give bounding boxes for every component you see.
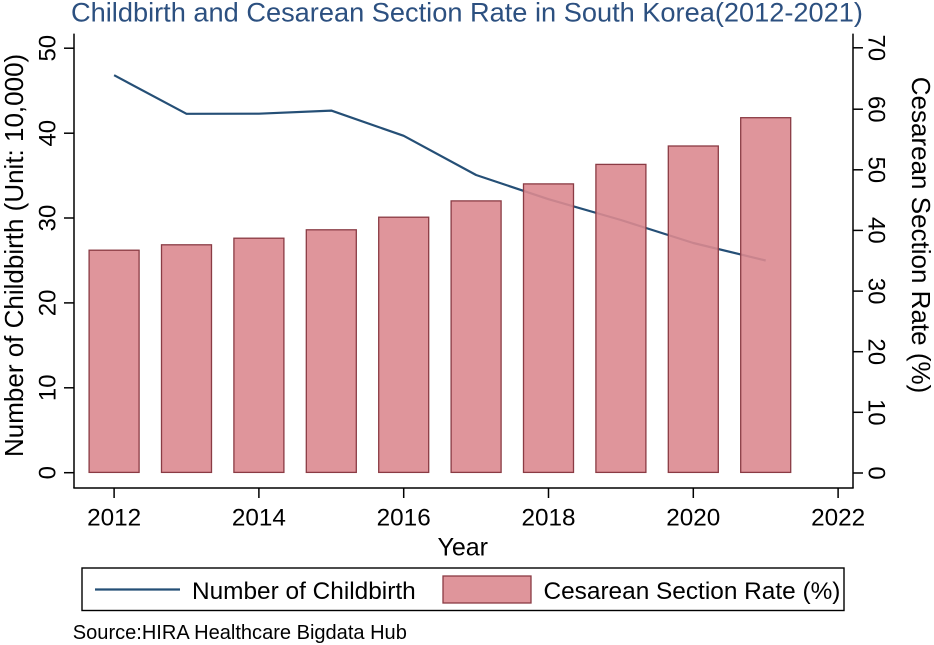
svg-text:40: 40 [863, 217, 890, 244]
svg-text:Year: Year [437, 534, 488, 562]
svg-text:10: 10 [863, 399, 890, 426]
svg-text:50: 50 [35, 35, 62, 62]
svg-text:40: 40 [35, 120, 62, 147]
svg-text:70: 70 [863, 34, 890, 61]
svg-text:Number of Childbirth (Unit: 10: Number of Childbirth (Unit: 10,000) [0, 54, 29, 457]
svg-text:Cesarean Section Rate (%): Cesarean Section Rate (%) [544, 578, 841, 605]
svg-text:2020: 2020 [666, 505, 720, 532]
svg-text:Source:HIRA Healthcare Bigdata: Source:HIRA Healthcare Bigdata Hub [73, 622, 407, 644]
svg-text:20: 20 [35, 290, 62, 317]
svg-text:2012: 2012 [87, 505, 141, 532]
svg-text:60: 60 [863, 96, 890, 123]
svg-text:50: 50 [863, 156, 890, 183]
svg-text:2018: 2018 [521, 505, 575, 532]
svg-text:20: 20 [863, 338, 890, 365]
svg-text:2014: 2014 [232, 505, 286, 532]
svg-text:2022: 2022 [811, 505, 865, 532]
svg-text:30: 30 [35, 205, 62, 232]
svg-text:Number of Childbirth: Number of Childbirth [192, 578, 416, 605]
svg-text:Childbirth and Cesarean Sectio: Childbirth and Cesarean Section Rate in … [71, 0, 863, 28]
svg-text:Cesarean Section Rate (%): Cesarean Section Rate (%) [906, 77, 934, 393]
svg-text:0: 0 [863, 466, 890, 479]
svg-text:30: 30 [863, 278, 890, 305]
svg-text:0: 0 [35, 466, 62, 479]
svg-text:2016: 2016 [377, 505, 431, 532]
svg-text:10: 10 [35, 374, 62, 401]
